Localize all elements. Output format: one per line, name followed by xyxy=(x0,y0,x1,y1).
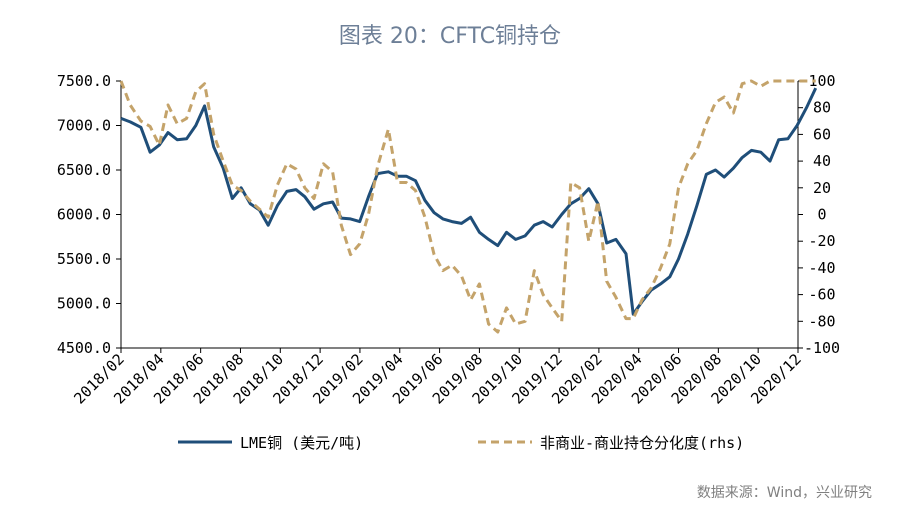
y-right-tick-label: 100 xyxy=(808,72,835,90)
y-right-tick-label: -80 xyxy=(808,312,835,330)
source-note: 数据来源：Wind，兴业研究 xyxy=(696,485,872,501)
y-left-tick-label: 5500.0 xyxy=(57,250,111,268)
y-right-tick-label: 40 xyxy=(813,152,831,170)
series-line-position-divergence xyxy=(119,79,816,334)
y-left-tick-label: 4500.0 xyxy=(57,339,111,357)
y-left-tick-label: 6000.0 xyxy=(57,206,111,224)
y-left-tick-label: 5000.0 xyxy=(57,295,111,313)
y-left-tick-label: 7500.0 xyxy=(57,72,111,90)
chart-legend: LME铜 (美元/吨) 非商业-商业持仓分化度(rhs) xyxy=(178,434,744,452)
y-left-tick-label: 7000.0 xyxy=(57,117,111,135)
series-line-lme-copper xyxy=(120,87,818,316)
y-right-tick-label: -20 xyxy=(808,232,835,250)
series-layer xyxy=(119,79,818,334)
y-right-tick-label: 20 xyxy=(813,179,831,197)
y-right-tick-label: -100 xyxy=(804,339,840,357)
y-right-tick-label: 80 xyxy=(813,99,831,117)
y-right-tick-label: 0 xyxy=(817,206,826,224)
chart-axes: 7500.0 7000.0 6500.0 6000.0 5500.0 5000.0 4500… xyxy=(57,72,840,408)
legend-label-position: 非商业-商业持仓分化度(rhs) xyxy=(540,434,744,452)
y-right-tick-label: -40 xyxy=(808,259,835,277)
chart-title: 图表 20：CFTC铜持仓 xyxy=(338,24,562,49)
y-right-tick-label: 60 xyxy=(813,125,831,143)
y-left-tick-label: 6500.0 xyxy=(57,161,111,179)
legend-label-lme: LME铜 (美元/吨) xyxy=(240,434,363,452)
y-right-tick-label: -60 xyxy=(808,286,835,304)
